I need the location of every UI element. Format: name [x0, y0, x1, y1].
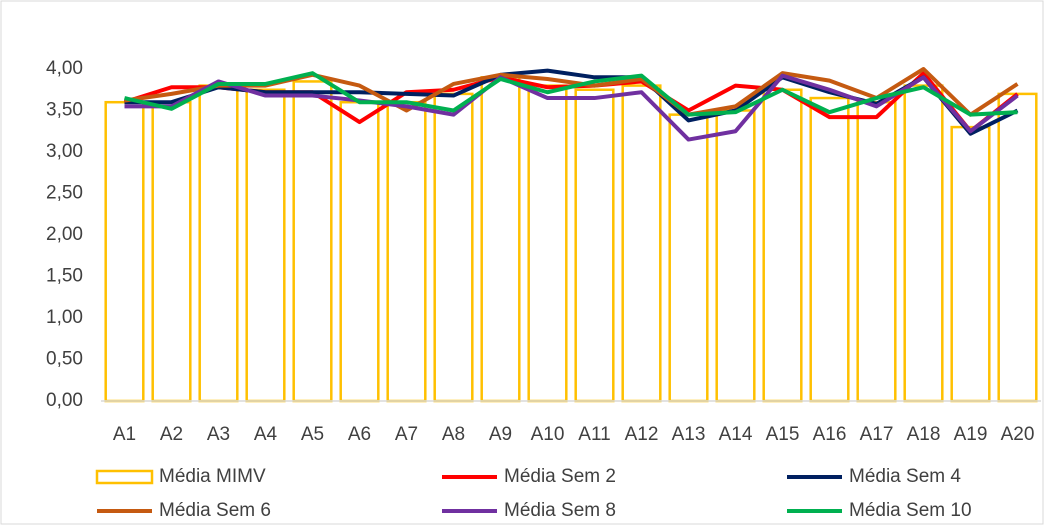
y-tick-label: 0,50	[46, 349, 83, 370]
x-tick-label: A14	[719, 424, 753, 445]
y-tick-label: 2,00	[46, 224, 83, 245]
x-tick-label: A17	[860, 424, 894, 445]
x-tick-label: A7	[395, 424, 418, 445]
line-series	[124, 73, 1019, 142]
x-tick-label: A2	[160, 424, 183, 445]
y-tick-label: 1,50	[46, 266, 83, 287]
x-tick-label: A8	[442, 424, 465, 445]
y-tick-label: 1,00	[46, 307, 83, 328]
y-tick-label: 0,00	[46, 390, 83, 411]
x-tick-label: A15	[766, 424, 800, 445]
legend-swatch	[95, 469, 154, 485]
legend-label: Média Sem 4	[849, 466, 961, 487]
x-tick-label: A9	[489, 424, 512, 445]
y-tick-label: 2,50	[46, 183, 83, 204]
legend-label: Média Sem 8	[504, 500, 616, 521]
y-tick-label: 3,00	[46, 141, 83, 162]
x-tick-label: A6	[348, 424, 371, 445]
x-tick-label: A11	[578, 424, 610, 445]
x-tick-label: A12	[625, 424, 659, 445]
x-tick-label: A5	[301, 424, 324, 445]
x-tick-label: A20	[1001, 424, 1035, 445]
x-tick-label: A13	[672, 424, 706, 445]
line-series	[124, 71, 1018, 117]
x-tick-label: A10	[531, 424, 565, 445]
legend-label: Média Sem 10	[849, 500, 972, 521]
x-tick-label: A16	[813, 424, 847, 445]
legend-label: Média MIMV	[159, 466, 266, 487]
legend-label: Média Sem 6	[159, 500, 271, 521]
y-tick-label: 3,50	[46, 100, 83, 121]
x-tick-label: A4	[254, 424, 278, 445]
x-tick-label: A19	[954, 424, 988, 445]
legend-label: Média Sem 2	[504, 466, 616, 487]
x-tick-label: A1	[113, 424, 136, 445]
x-tick-label: A18	[907, 424, 941, 445]
x-tick-label: A3	[207, 424, 230, 445]
y-tick-label: 4,00	[46, 58, 83, 79]
